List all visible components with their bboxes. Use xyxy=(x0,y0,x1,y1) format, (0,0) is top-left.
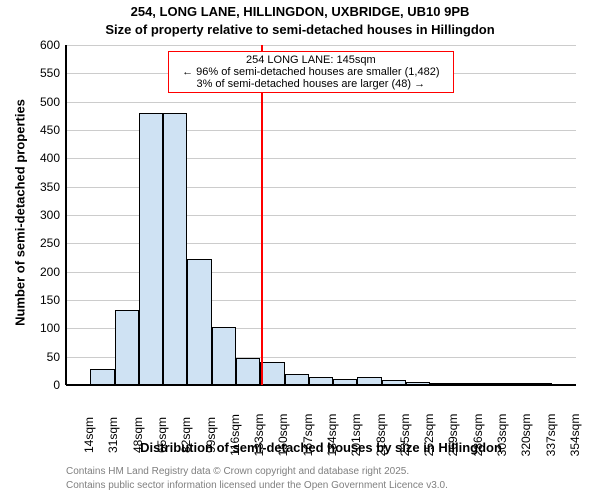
x-tick-label: 184sqm xyxy=(325,414,339,457)
x-tick-label: 65sqm xyxy=(155,417,169,453)
footer-line-2: Contains public sector information licen… xyxy=(66,480,448,491)
histogram-bar xyxy=(90,369,114,385)
y-tick-label: 250 xyxy=(26,236,60,250)
x-tick-label: 150sqm xyxy=(276,414,290,457)
x-tick-label: 303sqm xyxy=(495,414,509,457)
histogram-bar xyxy=(139,113,163,385)
x-tick-label: 354sqm xyxy=(568,414,582,457)
y-tick-label: 500 xyxy=(26,95,60,109)
annotation-line: ← 96% of semi-detached houses are smalle… xyxy=(173,66,449,78)
x-axis xyxy=(66,384,576,386)
y-axis xyxy=(65,45,67,385)
histogram-bar xyxy=(187,259,211,385)
y-tick-label: 550 xyxy=(26,66,60,80)
chart-title-1: 254, LONG LANE, HILLINGDON, UXBRIDGE, UB… xyxy=(0,4,600,19)
y-tick-label: 600 xyxy=(26,38,60,52)
y-tick-label: 350 xyxy=(26,180,60,194)
x-tick-label: 133sqm xyxy=(252,414,266,457)
grid-line xyxy=(66,102,576,103)
histogram-bar xyxy=(236,358,260,385)
annotation-line: 254 LONG LANE: 145sqm xyxy=(173,54,449,66)
x-tick-label: 337sqm xyxy=(544,414,558,457)
reference-line xyxy=(261,45,263,385)
x-tick-label: 82sqm xyxy=(179,417,193,453)
histogram-bar xyxy=(163,113,187,385)
histogram-bar xyxy=(115,310,139,385)
annotation-line: 3% of semi-detached houses are larger (4… xyxy=(173,78,449,90)
chart-container: 254, LONG LANE, HILLINGDON, UXBRIDGE, UB… xyxy=(0,0,600,500)
x-tick-label: 31sqm xyxy=(106,417,120,453)
y-tick-label: 150 xyxy=(26,293,60,307)
x-tick-label: 269sqm xyxy=(446,414,460,457)
x-tick-label: 167sqm xyxy=(301,414,315,457)
y-tick-label: 200 xyxy=(26,265,60,279)
x-tick-label: 116sqm xyxy=(228,414,242,456)
x-tick-label: 48sqm xyxy=(131,417,145,453)
x-tick-label: 252sqm xyxy=(422,414,436,457)
y-tick-label: 100 xyxy=(26,321,60,335)
chart-title-2: Size of property relative to semi-detach… xyxy=(0,22,600,37)
footer-line-1: Contains HM Land Registry data © Crown c… xyxy=(66,466,409,477)
x-tick-label: 218sqm xyxy=(374,414,388,457)
x-tick-label: 320sqm xyxy=(519,414,533,457)
y-tick-label: 300 xyxy=(26,208,60,222)
x-tick-label: 235sqm xyxy=(398,414,412,457)
plot-area: 254 LONG LANE: 145sqm← 96% of semi-detac… xyxy=(66,45,576,385)
y-tick-label: 50 xyxy=(26,350,60,364)
grid-line xyxy=(66,45,576,46)
x-tick-label: 99sqm xyxy=(204,417,218,453)
y-tick-label: 0 xyxy=(26,378,60,392)
histogram-bar xyxy=(260,362,284,385)
x-tick-label: 201sqm xyxy=(349,414,363,457)
x-tick-label: 286sqm xyxy=(471,414,485,457)
x-tick-label: 14sqm xyxy=(82,417,96,453)
histogram-bar xyxy=(212,327,236,385)
y-tick-label: 450 xyxy=(26,123,60,137)
y-tick-label: 400 xyxy=(26,151,60,165)
annotation-box: 254 LONG LANE: 145sqm← 96% of semi-detac… xyxy=(168,51,454,93)
